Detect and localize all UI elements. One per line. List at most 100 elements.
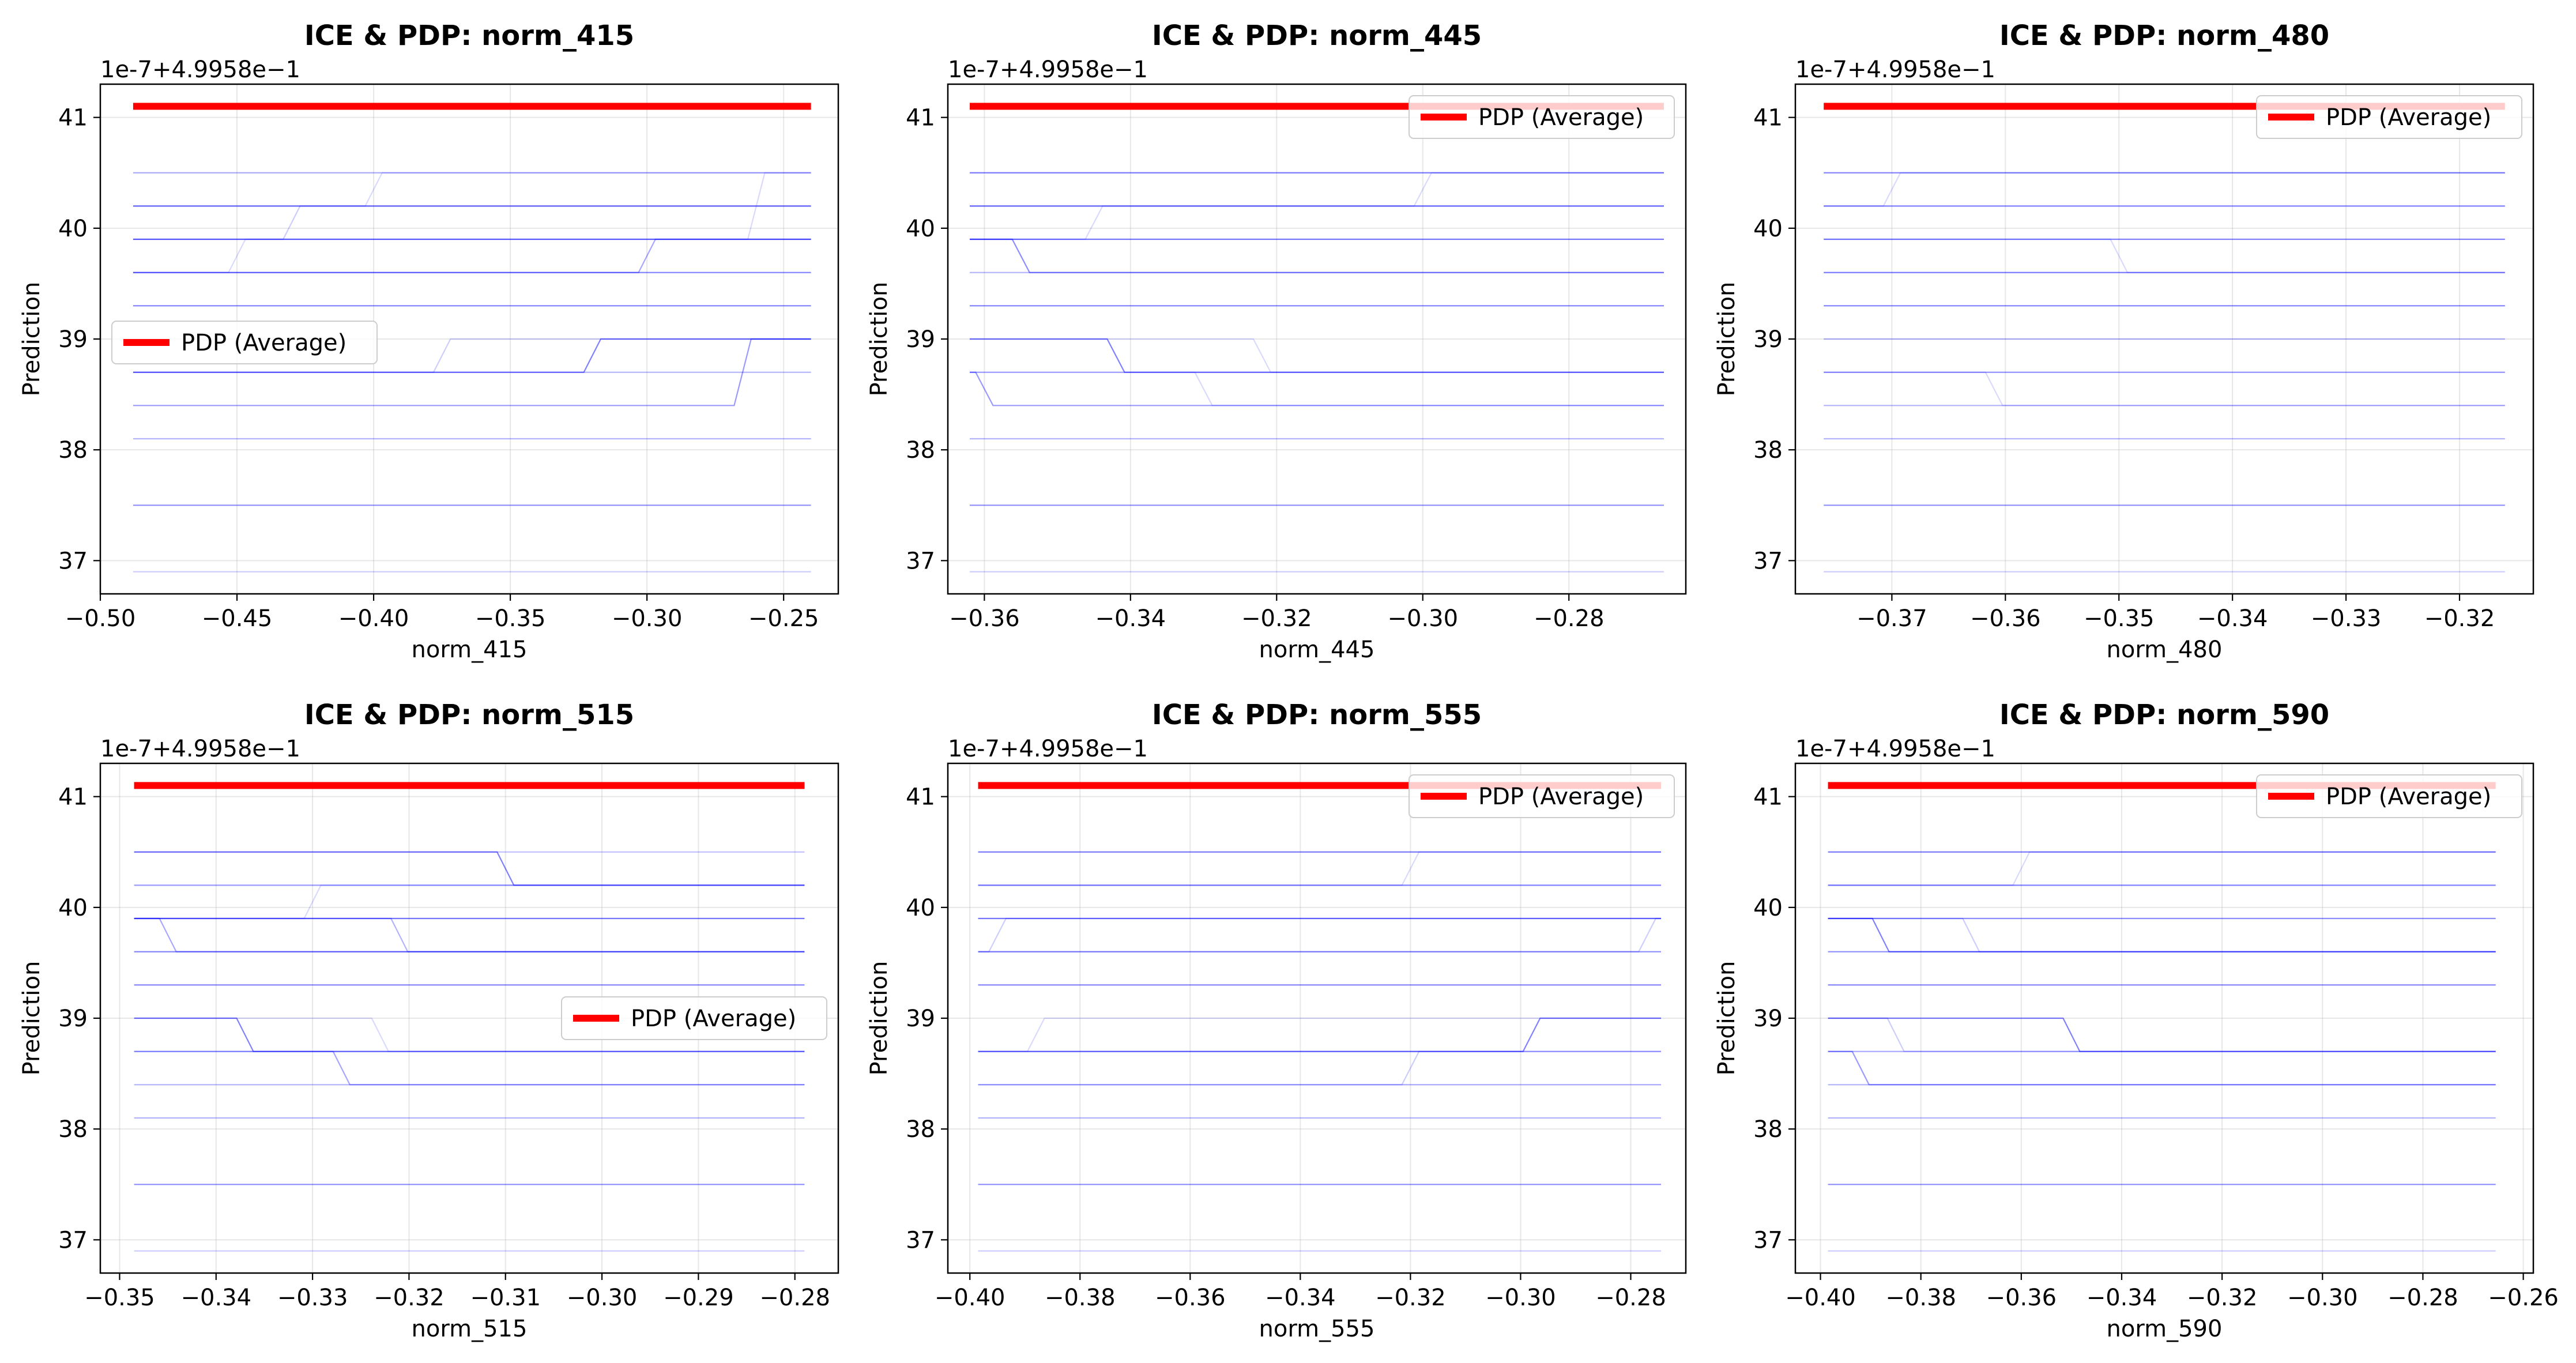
ice-lines [978,782,1662,1252]
legend-box [561,996,827,1040]
chart-title: ICE & PDP: norm_590 [1999,699,2329,731]
x-tick-label: −0.34 [1265,1285,1336,1311]
ice-line [978,1017,1661,1052]
chart-panel-5: −0.40 −0.38 −0.36 −0.34 −0.32 −0.30 −0.28 37 38 3… [866,699,1687,1342]
y-axis-label: Prediction [866,282,892,397]
y-tick-label: 40 [906,895,935,921]
legend-label: PDP (Average) [631,1006,796,1032]
x-tick-label: −0.38 [1885,1285,1956,1311]
y-tick-label: 40 [906,216,935,242]
legend: PDP (Average) [2256,95,2522,139]
chart-panel-4: −0.35 −0.34 −0.33 −0.32 −0.31 −0.30 −0.29 −0.28… [18,699,839,1342]
legend-box [2256,774,2522,818]
chart-panel-1: −0.50 −0.45 −0.40 −0.35 −0.30 −0.25 37 38 39 40 41… [18,20,839,663]
ice-line [978,917,1661,952]
y-tick-label: 41 [58,784,88,811]
y-tick-label: 41 [906,105,935,131]
y-tick-label: 39 [906,1006,935,1032]
x-tick-label: −0.35 [475,605,546,632]
legend-label: PDP (Average) [181,330,347,356]
y-tick-label: 39 [1753,326,1783,353]
x-tick-label: −0.28 [2387,1285,2458,1311]
y-tick-label: 39 [1753,1006,1783,1032]
legend-box [2256,95,2522,139]
y-tick-label: 38 [58,437,88,464]
x-axis-label: norm_515 [412,1316,528,1342]
x-tick-label: −0.34 [1095,605,1166,632]
chart-panel-6: −0.40 −0.38 −0.36 −0.34 −0.32 −0.30 −0.28 −0.26… [1713,699,2559,1342]
legend-label: PDP (Average) [2326,104,2491,131]
chart-title: ICE & PDP: norm_415 [304,20,634,52]
legend-box [1408,774,1675,818]
ice-line [133,338,811,373]
y-tick-label: 38 [906,1116,935,1143]
ice-line [978,917,1661,952]
ice-line [970,371,1664,406]
x-tick-label: −0.32 [1375,1285,1446,1311]
y-tick-label: 38 [1753,1116,1783,1143]
y-offset-text: 1e-7+4.9958e−1 [100,57,300,83]
ice-line [970,371,1664,406]
y-offset-text: 1e-7+4.9958e−1 [948,736,1148,762]
x-tick-label: −0.32 [374,1285,445,1311]
ice-line [133,338,811,406]
y-tick-label: 41 [906,784,935,811]
y-tick-label: 39 [58,326,88,353]
x-tick-label: −0.40 [338,605,409,632]
x-tick-label: −0.30 [2287,1285,2358,1311]
chart-title: ICE & PDP: norm_515 [304,699,634,731]
ice-line [1828,917,2496,952]
ice-line [1828,1051,2496,1086]
y-axis-label: Prediction [866,961,892,1076]
x-tick-label: −0.30 [567,1285,638,1311]
legend: PDP (Average) [2256,774,2522,818]
x-tick-label: −0.32 [2187,1285,2258,1311]
x-axis-label: norm_590 [2107,1316,2223,1342]
x-axis-label: norm_415 [412,637,528,663]
x-tick-label: −0.34 [2087,1285,2157,1311]
y-tick-label: 41 [1753,105,1783,131]
ice-line [134,851,805,886]
y-tick-label: 40 [58,895,88,921]
ice-line [970,238,1664,273]
y-tick-label: 40 [1753,216,1783,242]
y-axis-label: Prediction [18,961,45,1076]
y-offset-text: 1e-7+4.9958e−1 [948,57,1148,83]
x-axis-label: norm_480 [2107,637,2223,663]
chart-title: ICE & PDP: norm_555 [1152,699,1482,731]
legend-label: PDP (Average) [2326,784,2491,810]
x-tick-label: −0.32 [1241,605,1312,632]
x-tick-label: −0.36 [1155,1285,1226,1311]
ice-line [1824,371,2505,406]
legend: PDP (Average) [1408,95,1675,139]
x-tick-label: −0.32 [2424,605,2495,632]
x-tick-label: −0.36 [1986,1285,2057,1311]
y-tick-label: 39 [906,326,935,353]
x-tick-label: −0.29 [663,1285,734,1311]
legend: PDP (Average) [111,321,378,364]
y-tick-label: 37 [906,1227,935,1253]
y-tick-label: 37 [58,548,88,574]
x-tick-label: −0.30 [1387,605,1458,632]
x-tick-label: −0.28 [1595,1285,1666,1311]
ice-lines [134,782,805,1252]
x-tick-label: −0.25 [748,605,819,632]
x-tick-label: −0.35 [84,1285,155,1311]
legend-label: PDP (Average) [1478,104,1644,131]
x-axis-label: norm_445 [1259,637,1375,663]
y-tick-label: 40 [1753,895,1783,921]
x-tick-label: −0.31 [470,1285,541,1311]
ice-line [134,1051,805,1086]
x-tick-label: −0.30 [1485,1285,1556,1311]
x-tick-label: −0.45 [202,605,273,632]
x-tick-label: −0.33 [277,1285,348,1311]
y-tick-label: 38 [906,437,935,464]
y-tick-label: 37 [1753,1227,1783,1253]
y-tick-label: 38 [1753,437,1783,464]
legend-label: PDP (Average) [1478,784,1644,810]
ice-line [1828,1017,2496,1052]
x-tick-label: −0.35 [2084,605,2155,632]
x-tick-label: −0.50 [65,605,136,632]
